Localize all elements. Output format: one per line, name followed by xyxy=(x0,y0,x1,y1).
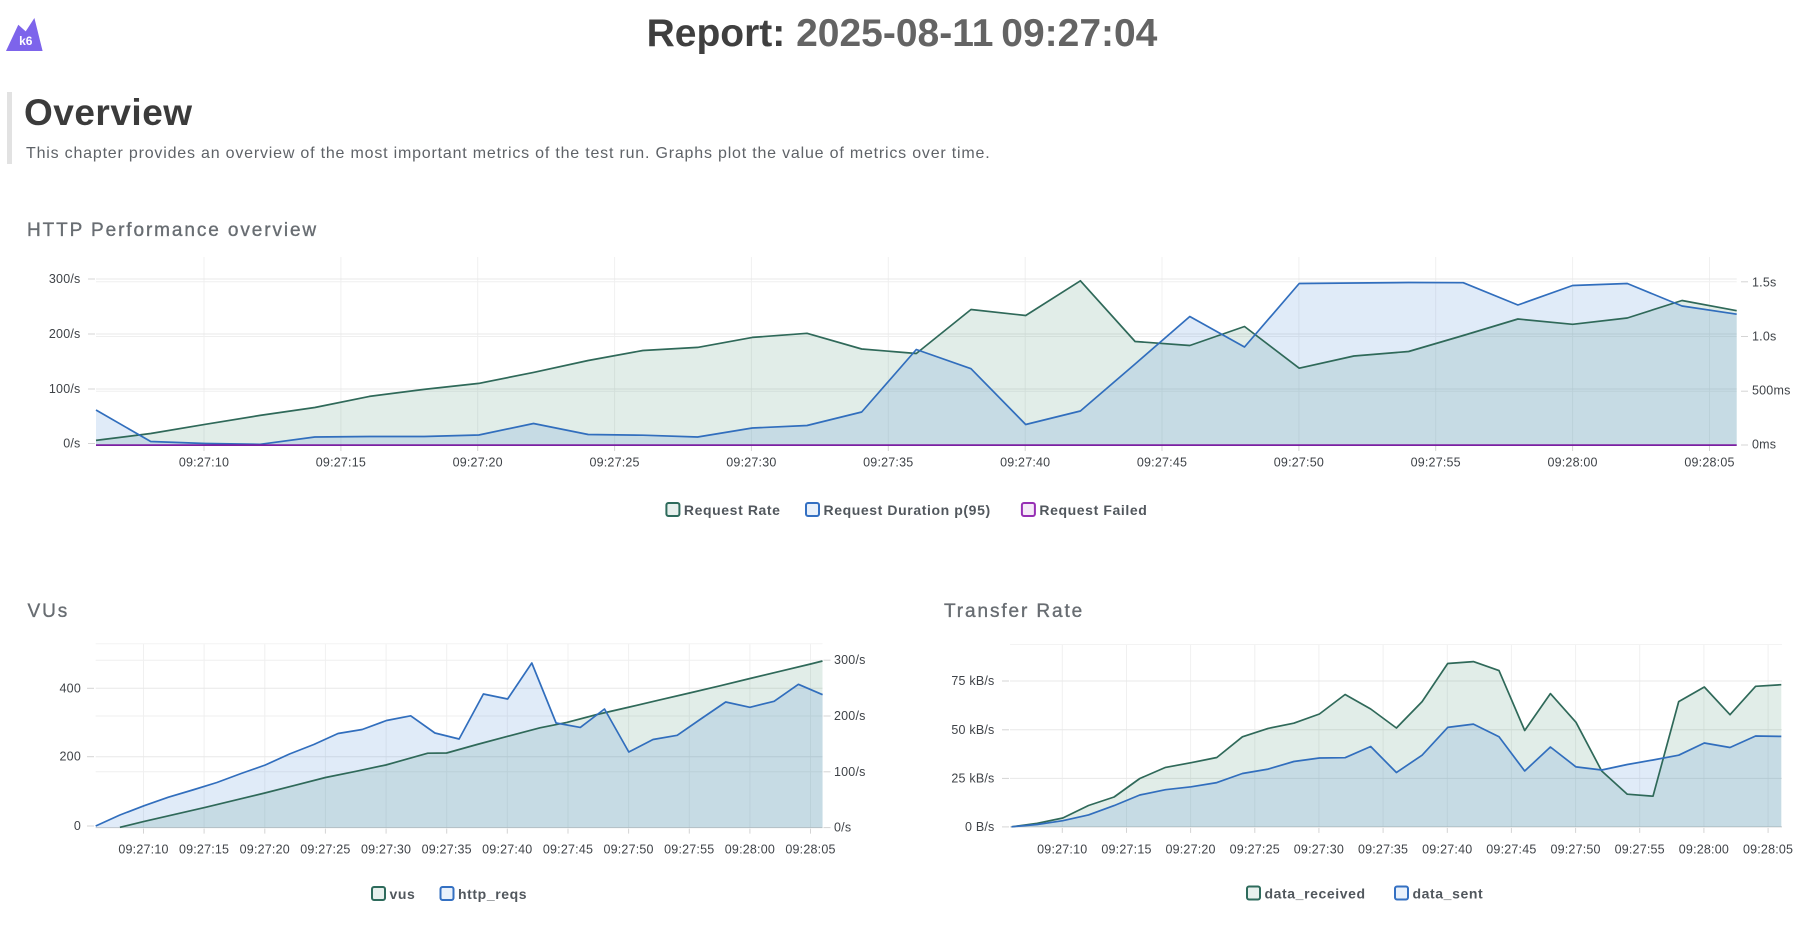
svg-text:Request Duration p(95): Request Duration p(95) xyxy=(824,502,991,518)
svg-text:100/s: 100/s xyxy=(834,765,866,779)
svg-text:09:27:55: 09:27:55 xyxy=(664,843,714,857)
svg-text:data_received: data_received xyxy=(1265,886,1366,902)
svg-text:25 kB/s: 25 kB/s xyxy=(951,771,994,785)
svg-text:0 B/s: 0 B/s xyxy=(965,820,995,834)
svg-text:Request Rate: Request Rate xyxy=(684,502,781,518)
svg-text:09:27:25: 09:27:25 xyxy=(1230,843,1280,857)
svg-text:09:27:20: 09:27:20 xyxy=(1165,843,1215,857)
svg-text:300/s: 300/s xyxy=(834,653,866,667)
svg-text:09:27:10: 09:27:10 xyxy=(1037,843,1087,857)
svg-text:k6: k6 xyxy=(19,34,33,48)
svg-text:200/s: 200/s xyxy=(834,709,866,723)
svg-text:09:27:45: 09:27:45 xyxy=(543,843,593,857)
svg-text:100/s: 100/s xyxy=(49,382,81,396)
svg-text:09:27:10: 09:27:10 xyxy=(179,456,229,470)
svg-text:09:27:15: 09:27:15 xyxy=(316,456,366,470)
svg-text:09:27:35: 09:27:35 xyxy=(863,456,913,470)
svg-text:09:28:00: 09:28:00 xyxy=(1679,843,1729,857)
svg-text:data_sent: data_sent xyxy=(1413,886,1484,902)
svg-text:vus: vus xyxy=(390,886,416,902)
svg-text:09:27:40: 09:27:40 xyxy=(482,843,532,857)
svg-text:09:27:15: 09:27:15 xyxy=(179,843,229,857)
svg-text:0/s: 0/s xyxy=(63,437,80,451)
svg-text:09:27:25: 09:27:25 xyxy=(300,843,350,857)
svg-text:09:27:45: 09:27:45 xyxy=(1137,456,1187,470)
svg-text:09:27:10: 09:27:10 xyxy=(118,843,168,857)
svg-text:400: 400 xyxy=(60,681,81,695)
svg-text:09:28:00: 09:28:00 xyxy=(1547,456,1597,470)
svg-text:200: 200 xyxy=(60,750,81,764)
svg-text:200/s: 200/s xyxy=(49,327,81,341)
svg-text:75 kB/s: 75 kB/s xyxy=(951,674,994,688)
svg-text:Request Failed: Request Failed xyxy=(1039,502,1147,518)
svg-text:VUs: VUs xyxy=(28,601,70,622)
svg-text:0: 0 xyxy=(74,819,81,833)
svg-text:09:27:55: 09:27:55 xyxy=(1615,843,1665,857)
svg-text:09:27:35: 09:27:35 xyxy=(422,843,472,857)
svg-text:09:27:45: 09:27:45 xyxy=(1486,843,1536,857)
svg-text:09:27:55: 09:27:55 xyxy=(1411,456,1461,470)
svg-text:Transfer Rate: Transfer Rate xyxy=(944,601,1084,622)
svg-text:300/s: 300/s xyxy=(49,272,81,286)
svg-text:1.5s: 1.5s xyxy=(1752,276,1776,290)
svg-text:1.0s: 1.0s xyxy=(1752,329,1776,343)
svg-text:09:27:30: 09:27:30 xyxy=(1294,843,1344,857)
svg-text:09:27:15: 09:27:15 xyxy=(1101,843,1151,857)
svg-text:09:27:50: 09:27:50 xyxy=(1550,843,1600,857)
svg-text:0/s: 0/s xyxy=(834,821,851,835)
svg-text:09:27:20: 09:27:20 xyxy=(240,843,290,857)
svg-text:09:27:25: 09:27:25 xyxy=(589,456,639,470)
svg-text:09:27:30: 09:27:30 xyxy=(361,843,411,857)
svg-text:09:27:20: 09:27:20 xyxy=(453,456,503,470)
svg-text:HTTP Performance overview: HTTP Performance overview xyxy=(27,220,318,241)
svg-text:09:28:05: 09:28:05 xyxy=(785,843,835,857)
svg-text:500ms: 500ms xyxy=(1752,384,1791,398)
svg-text:09:28:05: 09:28:05 xyxy=(1743,843,1793,857)
svg-text:0ms: 0ms xyxy=(1752,437,1776,451)
svg-text:http_reqs: http_reqs xyxy=(458,886,527,902)
svg-text:09:27:30: 09:27:30 xyxy=(726,456,776,470)
svg-text:09:27:50: 09:27:50 xyxy=(1274,456,1324,470)
svg-text:09:27:35: 09:27:35 xyxy=(1358,843,1408,857)
svg-text:09:27:40: 09:27:40 xyxy=(1000,456,1050,470)
svg-text:09:27:40: 09:27:40 xyxy=(1422,843,1472,857)
svg-text:50 kB/s: 50 kB/s xyxy=(951,723,994,737)
svg-text:09:27:50: 09:27:50 xyxy=(603,843,653,857)
svg-text:09:28:05: 09:28:05 xyxy=(1684,456,1734,470)
svg-text:09:28:00: 09:28:00 xyxy=(725,843,775,857)
